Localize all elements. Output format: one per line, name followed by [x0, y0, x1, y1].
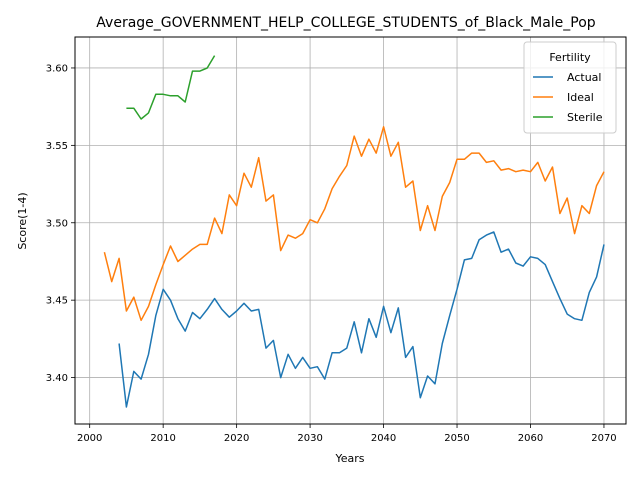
legend: Fertility Actual Ideal Sterile [523, 41, 617, 134]
x-tick-label: 2060 [518, 433, 543, 444]
legend-title: Fertility [549, 51, 591, 64]
series-line-ideal [103, 126, 605, 322]
y-axis-ticks: 3.40 3.45 3.50 3.55 3.60 [46, 63, 75, 384]
x-axis-ticks: 2000 2010 2020 2030 2040 2050 2060 2070 [77, 424, 617, 444]
y-axis-label: Score(1-4) [16, 192, 29, 249]
series-line-actual [118, 231, 605, 408]
series-line-sterile [126, 55, 216, 120]
x-tick-label: 2070 [591, 433, 616, 444]
x-tick-label: 2000 [77, 433, 102, 444]
x-tick-label: 2050 [444, 433, 469, 444]
legend-label-actual: Actual [567, 71, 601, 84]
plot-frame [74, 36, 627, 425]
x-axis-label: Years [334, 452, 364, 465]
y-tick-label: 3.55 [46, 141, 68, 152]
y-tick-label: 3.45 [46, 296, 68, 307]
x-tick-label: 2020 [224, 433, 249, 444]
legend-box [523, 41, 617, 134]
y-tick-label: 3.60 [46, 63, 68, 74]
legend-label-ideal: Ideal [567, 91, 594, 104]
legend-label-sterile: Sterile [567, 111, 603, 124]
x-tick-label: 2040 [371, 433, 396, 444]
chart-title: Average_GOVERNMENT_HELP_COLLEGE_STUDENTS… [96, 15, 595, 31]
legend-items: Actual Ideal Sterile [533, 71, 603, 124]
x-tick-label: 2030 [297, 433, 322, 444]
y-tick-label: 3.50 [46, 218, 68, 229]
x-tick-label: 2010 [150, 433, 175, 444]
y-tick-label: 3.40 [46, 373, 68, 384]
series-lines [103, 55, 605, 408]
